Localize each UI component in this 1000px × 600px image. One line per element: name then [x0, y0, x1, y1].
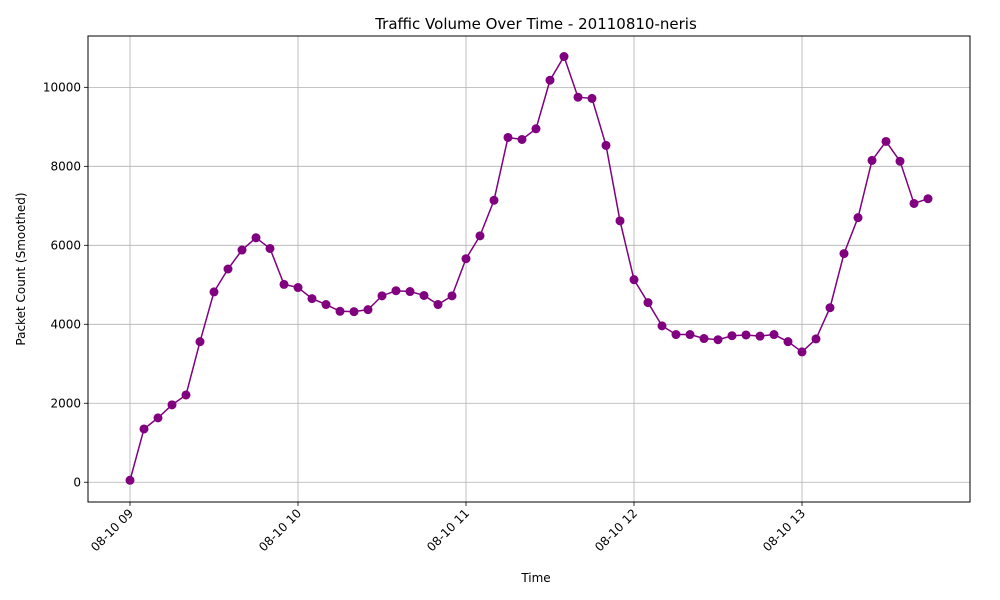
- data-point: [447, 291, 457, 301]
- y-tick-label: 2000: [50, 396, 81, 410]
- data-point: [839, 249, 849, 259]
- data-point: [391, 286, 401, 296]
- x-axis: 08-10 09 08-10 10 08-10 11 08-10 12 08-10 13: [88, 502, 808, 554]
- y-tick-label: 10000: [43, 80, 81, 94]
- data-point: [293, 283, 303, 293]
- data-point: [643, 298, 653, 308]
- y-axis: 0 2000 4000 6000 8000 10000: [43, 80, 88, 489]
- data-point: [531, 124, 541, 134]
- data-point: [727, 331, 737, 341]
- data-point: [895, 156, 905, 166]
- chart-title: Traffic Volume Over Time - 20110810-neri…: [374, 15, 697, 33]
- data-point: [167, 400, 177, 410]
- data-point: [601, 140, 611, 150]
- data-point: [419, 290, 429, 300]
- data-point: [363, 305, 373, 315]
- data-point: [741, 330, 751, 340]
- data-point: [657, 321, 667, 331]
- series-line: [129, 54, 929, 481]
- data-point: [685, 330, 695, 340]
- data-point: [307, 294, 317, 304]
- data-point: [251, 233, 261, 243]
- data-point: [699, 334, 709, 344]
- data-point: [223, 264, 233, 274]
- data-point: [713, 335, 723, 345]
- data-point: [783, 337, 793, 347]
- data-point: [867, 155, 877, 165]
- data-point: [503, 132, 513, 142]
- data-point: [195, 337, 205, 347]
- data-point: [559, 52, 569, 62]
- data-point: [769, 330, 779, 340]
- data-point: [587, 93, 597, 103]
- x-tick-label: 08-10 09: [88, 506, 136, 554]
- data-point: [881, 136, 891, 146]
- data-point: [909, 198, 919, 208]
- x-axis-label: Time: [520, 571, 550, 585]
- data-point: [209, 287, 219, 297]
- x-tick-label: 08-10 12: [592, 506, 640, 554]
- data-point: [139, 424, 149, 434]
- data-point: [461, 254, 471, 264]
- data-point: [279, 279, 289, 289]
- data-point: [265, 243, 275, 253]
- data-point: [405, 287, 415, 297]
- x-tick-label: 08-10 10: [256, 506, 304, 554]
- data-point: [853, 213, 863, 223]
- data-point: [923, 194, 933, 204]
- data-point: [181, 390, 191, 400]
- y-tick-label: 6000: [50, 238, 81, 252]
- data-point: [797, 347, 807, 357]
- data-point: [489, 195, 499, 205]
- y-tick-label: 4000: [50, 317, 81, 331]
- data-point: [811, 334, 821, 344]
- data-point: [545, 75, 555, 85]
- plot-frame: [87, 35, 971, 503]
- data-point: [349, 307, 359, 317]
- data-point: [377, 291, 387, 301]
- data-series: [125, 52, 933, 485]
- data-point: [335, 306, 345, 316]
- data-point: [825, 303, 835, 313]
- data-point: [237, 245, 247, 255]
- y-tick-label: 8000: [50, 159, 81, 173]
- data-point: [475, 231, 485, 241]
- data-point: [321, 300, 331, 310]
- data-point: [755, 331, 765, 341]
- y-tick-label: 0: [73, 475, 81, 489]
- data-point: [573, 92, 583, 102]
- data-point: [125, 475, 135, 485]
- y-axis-label: Packet Count (Smoothed): [14, 192, 28, 345]
- data-point: [615, 216, 625, 226]
- data-point: [517, 134, 527, 144]
- data-point: [629, 275, 639, 285]
- data-point: [433, 300, 443, 310]
- grid-lines: [88, 36, 970, 502]
- x-tick-label: 08-10 11: [424, 506, 472, 554]
- data-point: [671, 330, 681, 340]
- data-point: [153, 413, 163, 423]
- x-tick-label: 08-10 13: [760, 506, 808, 554]
